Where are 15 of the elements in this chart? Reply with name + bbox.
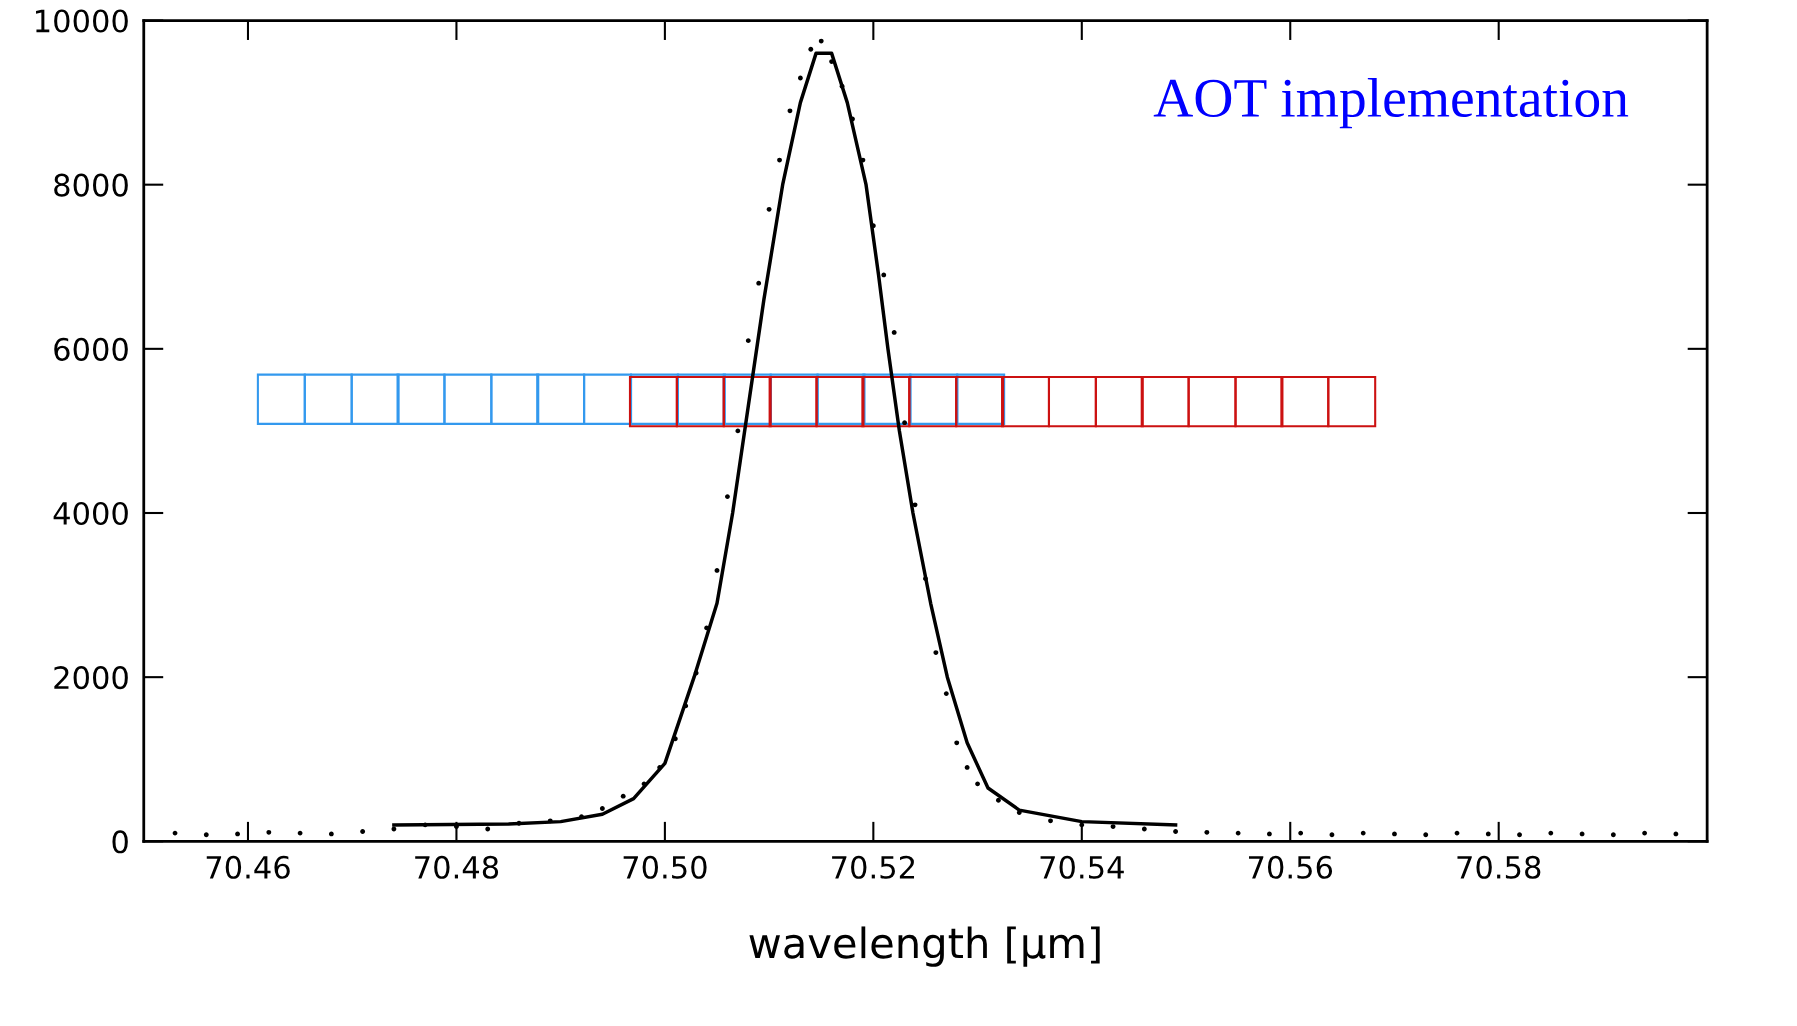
y-tick-label: 0 [112,830,128,854]
y-tick-label: 6000 [54,337,128,361]
x-tick-label: 70.48 [415,855,499,879]
x-tick-label: 70.54 [1040,855,1124,879]
annotation: AOT implementation [1153,77,1629,129]
x-tick-label: 70.56 [1249,855,1333,879]
x-tick-label: 70.46 [206,855,290,879]
x-tick-label: 70.52 [832,855,915,879]
y-tick-label: 10000 [36,9,128,33]
y-tick-label: 2000 [54,666,128,690]
x-tick-label: 70.50 [623,855,707,879]
y-tick-label: 8000 [54,173,128,197]
y-tick-label: 4000 [53,501,128,526]
x-axis-title: wavelength [μm] [749,926,1100,967]
x-tick-label: 70.58 [1457,855,1541,879]
